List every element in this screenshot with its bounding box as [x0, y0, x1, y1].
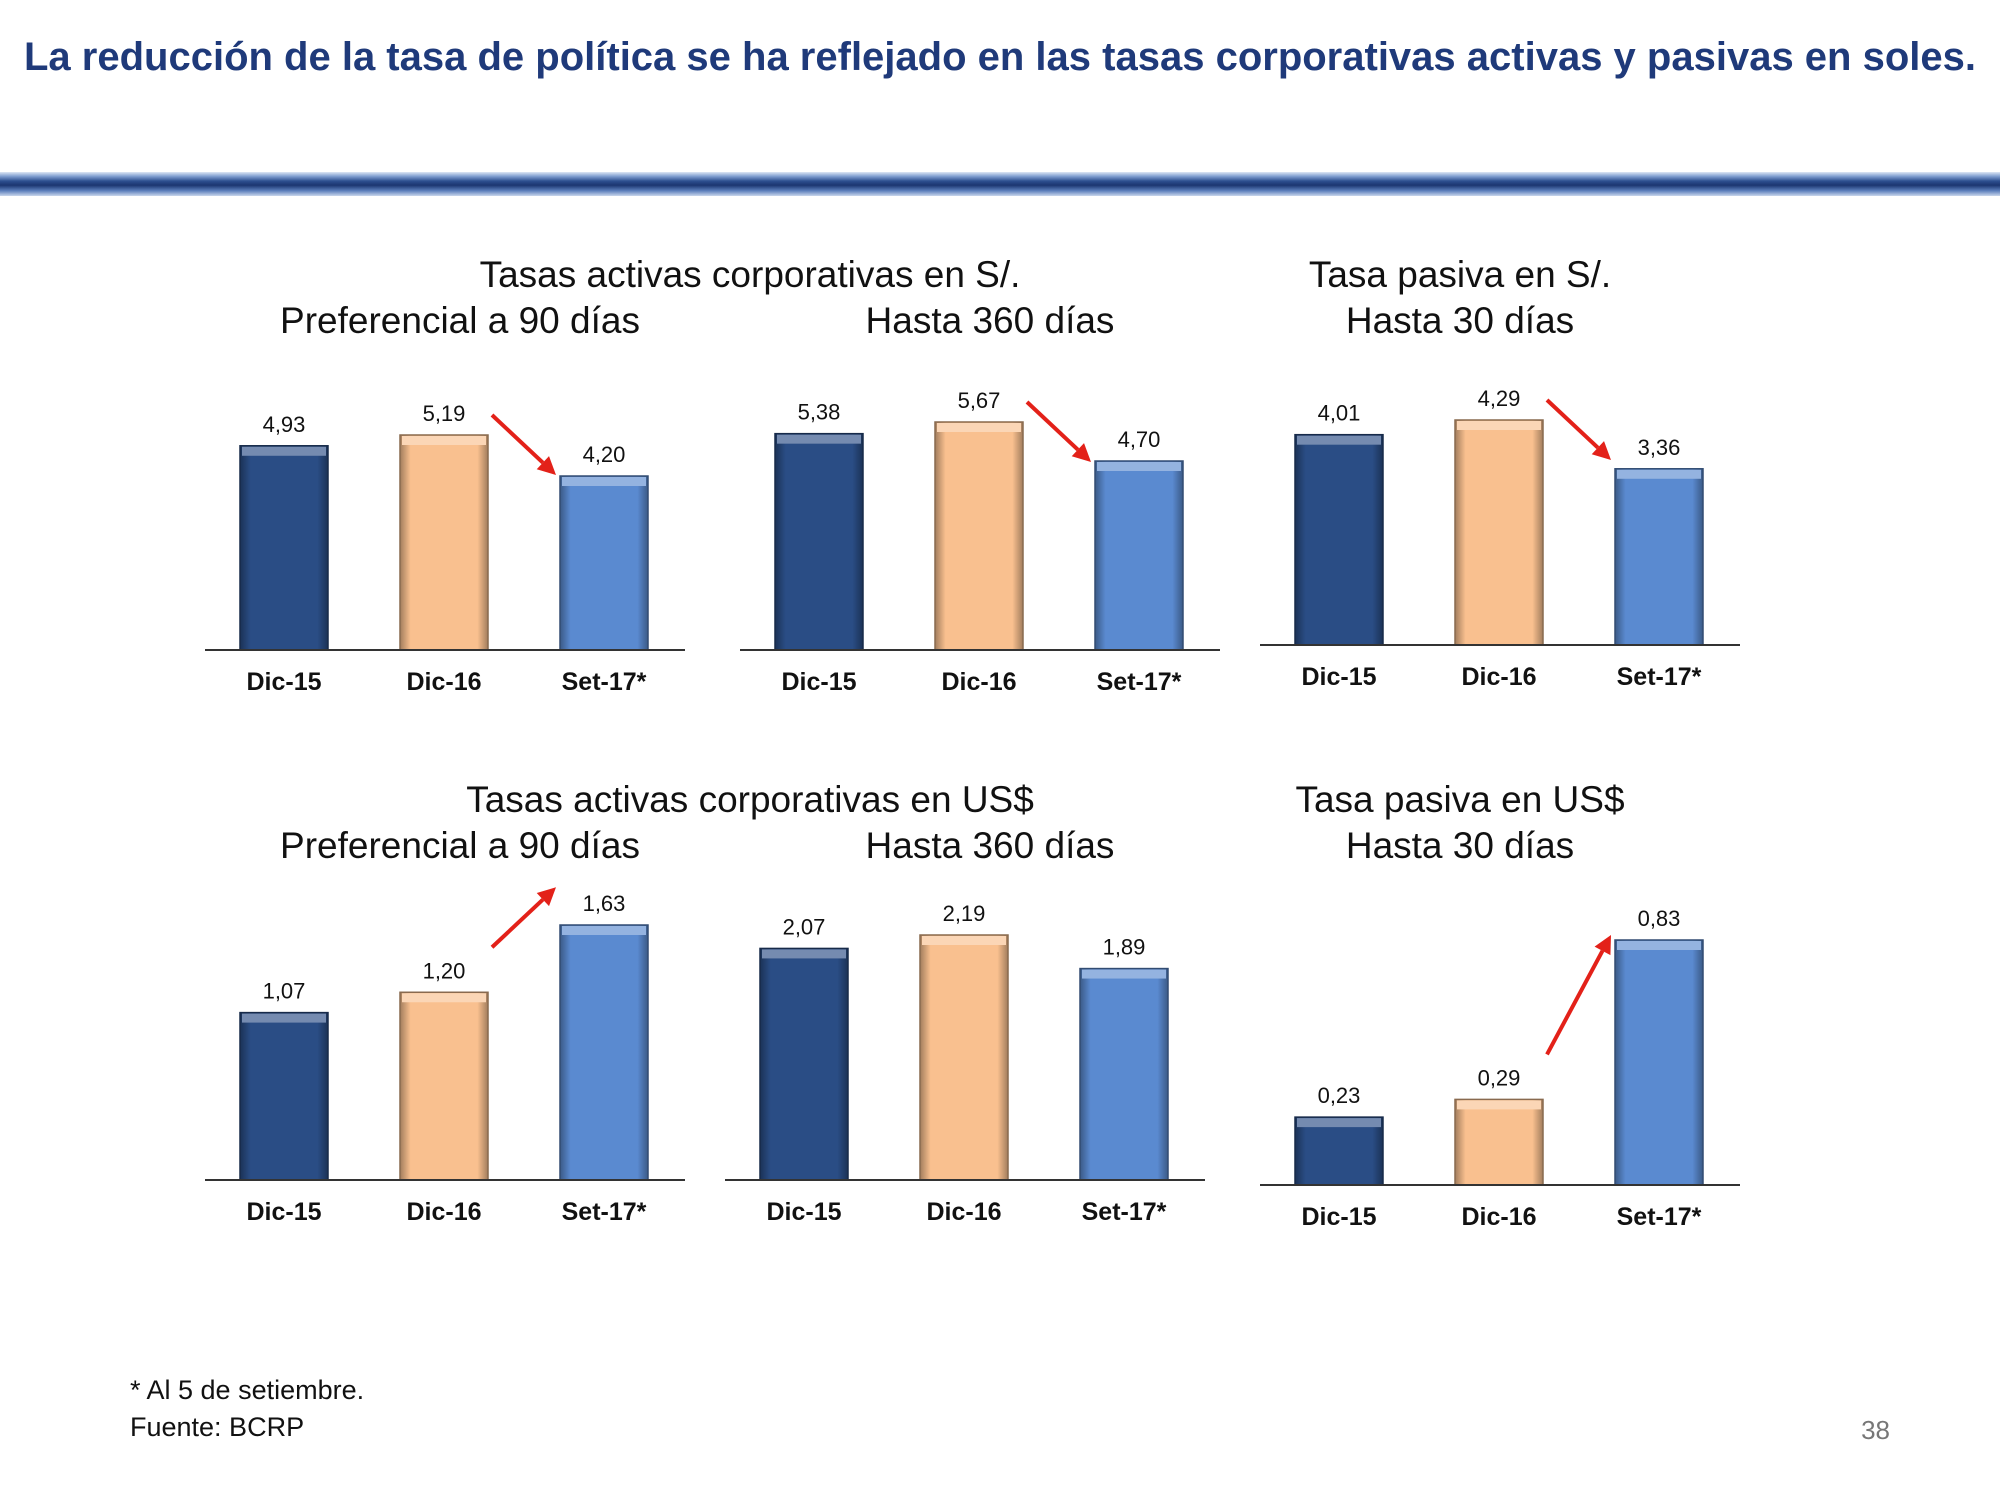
category-label-set-17: Set-17* — [1097, 668, 1182, 696]
value-label-dic-16: 4,29 — [1478, 386, 1521, 411]
value-label-dic-15: 4,01 — [1318, 401, 1361, 426]
page-number: 38 — [1861, 1415, 1890, 1445]
group-title-soles-activas: Tasas activas corporativas en S/. — [479, 254, 1021, 295]
bar-chart-usd-pasiva-30: 0,23 Dic-15 0,29 Dic-16 0,83 Set-17* — [1260, 906, 1740, 1231]
category-label-dic-16: Dic-16 — [406, 668, 481, 696]
trend-arrow-up — [1545, 935, 1611, 1056]
bar-highlight-set-17 — [1617, 469, 1701, 479]
category-label-dic-16: Dic-16 — [1461, 1203, 1536, 1231]
category-label-dic-16: Dic-16 — [926, 1198, 1001, 1226]
bar-highlight-dic-16 — [1457, 421, 1541, 430]
value-label-set-17: 1,63 — [583, 891, 626, 916]
category-label-dic-15: Dic-15 — [1301, 1203, 1376, 1231]
chart-title-usd-pasiva-30: Hasta 30 días — [1345, 825, 1575, 866]
category-label-set-17: Set-17* — [1617, 1203, 1702, 1231]
bar-dic-16 — [1454, 1098, 1544, 1186]
value-label-dic-15: 2,07 — [783, 914, 826, 939]
value-label-dic-15: 4,93 — [263, 412, 306, 437]
chart-title-usd-90: Preferencial a 90 días — [280, 825, 640, 866]
category-label-set-17: Set-17* — [1082, 1198, 1167, 1226]
bar-dic-15 — [774, 432, 864, 651]
bar-chart-soles-pasiva-30: 4,01 Dic-15 4,29 Dic-16 3,36 Set-17* — [1260, 386, 1740, 691]
value-label-dic-15: 5,38 — [798, 400, 841, 425]
bar-dic-15 — [1294, 1116, 1384, 1186]
bar-highlight-dic-16 — [937, 423, 1021, 432]
bar-dic-16 — [934, 421, 1024, 651]
category-label-set-17: Set-17* — [562, 1198, 647, 1226]
value-label-set-17: 4,20 — [583, 442, 626, 467]
bar-highlight-dic-15 — [1297, 435, 1381, 445]
category-label-dic-16: Dic-16 — [406, 1198, 481, 1226]
bar-highlight-set-17 — [562, 926, 646, 935]
chart-title-usd-360: Hasta 360 días — [865, 825, 1115, 866]
bar-dic-15 — [239, 1011, 329, 1181]
bar-highlight-dic-16 — [402, 436, 486, 445]
title-divider — [0, 172, 2000, 196]
bar-dic-15 — [1294, 433, 1384, 646]
value-label-dic-16: 5,67 — [958, 388, 1001, 413]
category-label-dic-15: Dic-15 — [766, 1198, 841, 1226]
value-label-set-17: 1,89 — [1103, 935, 1146, 960]
value-label-set-17: 3,36 — [1638, 435, 1681, 460]
bar-dic-16 — [399, 434, 489, 651]
bar-chart-soles-preferencial-90: 4,93 Dic-15 5,19 Dic-16 4,20 Set-17* — [205, 401, 685, 696]
trend-arrow-down — [490, 413, 556, 475]
value-label-dic-15: 0,23 — [1318, 1083, 1361, 1108]
value-label-dic-15: 1,07 — [263, 979, 306, 1004]
footnote-note: * Al 5 de setiembre. — [130, 1375, 365, 1405]
bar-highlight-dic-15 — [1297, 1118, 1381, 1128]
bar-set-17 — [559, 475, 649, 651]
footnote-source: Fuente: BCRP — [130, 1412, 305, 1442]
bar-dic-16 — [399, 991, 489, 1181]
trend-arrow-down — [1025, 400, 1091, 462]
category-label-dic-15: Dic-15 — [246, 1198, 321, 1226]
value-label-dic-16: 0,29 — [1478, 1065, 1521, 1090]
bar-highlight-set-17 — [1082, 969, 1166, 979]
group-title-usd-pasiva: Tasa pasiva en US$ — [1295, 779, 1625, 820]
slide-title: La reducción de la tasa de política se h… — [23, 35, 1976, 79]
value-label-set-17: 0,83 — [1638, 906, 1681, 931]
bar-dic-16 — [1454, 419, 1544, 646]
chart-title-soles-pasiva-30: Hasta 30 días — [1345, 300, 1575, 341]
chart-title-soles-360: Hasta 360 días — [865, 300, 1115, 341]
bar-highlight-dic-15 — [242, 1013, 326, 1023]
category-label-dic-16: Dic-16 — [941, 668, 1016, 696]
trend-arrow-down — [1545, 398, 1611, 460]
value-label-dic-16: 1,20 — [423, 958, 466, 983]
bar-chart-usd-preferencial-90: 1,07 Dic-15 1,20 Dic-16 1,63 Set-17* — [205, 887, 685, 1226]
bar-highlight-dic-15 — [242, 446, 326, 456]
value-label-dic-16: 2,19 — [943, 901, 986, 926]
bar-chart-soles-hasta-360: 5,38 Dic-15 5,67 Dic-16 4,70 Set-17* — [740, 388, 1220, 696]
category-label-dic-15: Dic-15 — [1301, 663, 1376, 691]
group-title-soles-pasiva: Tasa pasiva en S/. — [1308, 254, 1612, 295]
category-label-dic-15: Dic-15 — [781, 668, 856, 696]
bar-dic-15 — [239, 445, 329, 651]
bar-set-17 — [1079, 967, 1169, 1181]
value-label-set-17: 4,70 — [1118, 427, 1161, 452]
group-title-usd-activas: Tasas activas corporativas en US$ — [466, 779, 1034, 820]
category-label-set-17: Set-17* — [562, 668, 647, 696]
value-label-dic-16: 5,19 — [423, 401, 466, 426]
category-label-dic-16: Dic-16 — [1461, 663, 1536, 691]
bar-highlight-dic-15 — [777, 434, 861, 444]
chart-title-soles-90: Preferencial a 90 días — [280, 300, 640, 341]
bar-set-17 — [1614, 939, 1704, 1186]
bar-highlight-set-17 — [1097, 462, 1181, 472]
bar-set-17 — [1094, 460, 1184, 651]
bar-set-17 — [559, 924, 649, 1181]
trend-arrow-up — [490, 887, 556, 949]
bar-highlight-set-17 — [1617, 941, 1701, 950]
bar-set-17 — [1614, 468, 1704, 646]
bar-dic-16 — [919, 934, 1009, 1181]
category-label-dic-15: Dic-15 — [246, 668, 321, 696]
bar-chart-usd-hasta-360: 2,07 Dic-15 2,19 Dic-16 1,89 Set-17* — [725, 901, 1205, 1226]
category-label-set-17: Set-17* — [1617, 663, 1702, 691]
bar-highlight-set-17 — [562, 477, 646, 487]
bar-highlight-dic-15 — [762, 949, 846, 959]
footnote: * Al 5 de setiembre. Fuente: BCRP — [130, 1372, 364, 1446]
bar-highlight-dic-16 — [922, 936, 1006, 945]
bar-highlight-dic-16 — [1457, 1100, 1541, 1110]
bar-dic-15 — [759, 947, 849, 1181]
bar-highlight-dic-16 — [402, 993, 486, 1003]
